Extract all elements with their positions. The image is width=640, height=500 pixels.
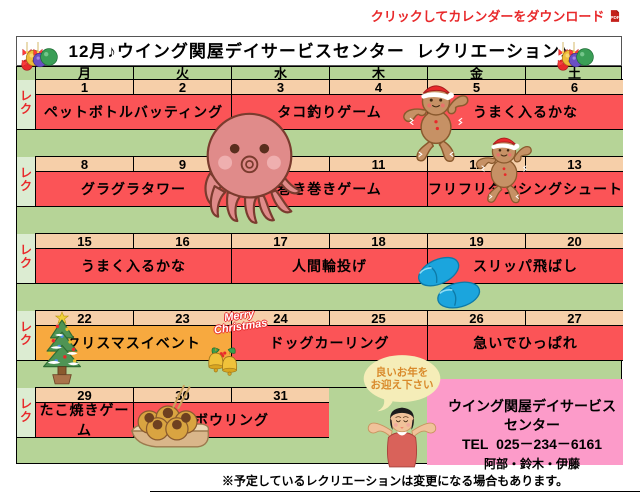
svg-text:PDF: PDF bbox=[610, 15, 619, 20]
